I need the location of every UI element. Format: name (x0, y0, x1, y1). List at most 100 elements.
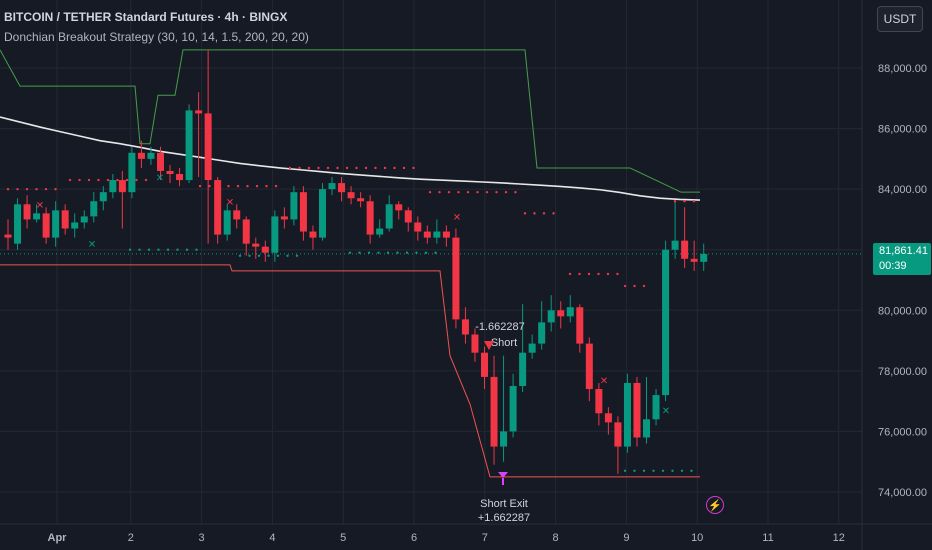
candle-body[interactable] (423, 231, 431, 238)
y-tick-label: 80,000.00 (878, 305, 927, 317)
candle-body[interactable] (671, 240, 679, 250)
candle-body[interactable] (204, 113, 212, 181)
candle-body[interactable] (490, 376, 498, 447)
stop-dot-green (138, 248, 141, 251)
lightning-icon[interactable]: ⚡ (706, 496, 724, 514)
candle-body[interactable] (176, 174, 184, 181)
x-tick-label: 2 (128, 532, 134, 544)
candle-body[interactable] (242, 219, 250, 244)
candle-body[interactable] (280, 216, 288, 220)
candle-body[interactable] (366, 201, 374, 235)
candle-body[interactable] (662, 249, 670, 396)
candle-body[interactable] (328, 183, 336, 190)
stop-dot-red (485, 190, 489, 194)
candle-body[interactable] (652, 395, 660, 420)
candle-body[interactable] (42, 213, 50, 238)
short-exit-label: Short Exit (480, 498, 528, 510)
candle-body[interactable] (14, 204, 22, 244)
candle-body[interactable] (566, 307, 574, 317)
candle-body[interactable] (61, 210, 69, 229)
currency-button[interactable]: USDT (877, 6, 923, 32)
stop-dot-green (690, 469, 693, 472)
stop-dot-red (97, 178, 100, 182)
y-tick-label: 84,000.00 (878, 184, 927, 196)
indicator-label[interactable]: Donchian Breakout Strategy (30, 10, 14, … (4, 30, 309, 44)
candle-body[interactable] (595, 389, 603, 414)
candle-body[interactable] (643, 419, 651, 438)
candle-body[interactable] (90, 201, 98, 217)
candle-body[interactable] (33, 213, 41, 220)
stop-dot-green (633, 469, 636, 472)
candle-body[interactable] (519, 352, 527, 386)
x-tick-label: 8 (553, 532, 559, 544)
candle-body[interactable] (681, 240, 689, 259)
candle-body[interactable] (118, 180, 126, 193)
stop-dot-red (255, 184, 259, 188)
signal-x-marker: ✕ (453, 212, 461, 223)
candle-body[interactable] (404, 210, 412, 223)
candle-body[interactable] (52, 210, 60, 238)
candle-body[interactable] (128, 152, 136, 193)
candle-body[interactable] (633, 382, 641, 438)
candle-body[interactable] (271, 216, 279, 253)
candle-body[interactable] (461, 319, 469, 335)
stop-dot-red (217, 184, 221, 188)
candle-body[interactable] (71, 222, 79, 229)
candle-body[interactable] (318, 189, 326, 238)
candle-body[interactable] (147, 152, 155, 159)
stop-dot-green (415, 251, 418, 254)
candle-body[interactable] (214, 180, 222, 235)
candle-body[interactable] (690, 258, 698, 262)
candle-body[interactable] (500, 431, 508, 447)
candle-body[interactable] (509, 386, 517, 432)
stop-dot-red (393, 166, 396, 170)
candle-body[interactable] (137, 152, 145, 159)
y-tick-label: 86,000.00 (878, 124, 927, 136)
candle-body[interactable] (623, 382, 631, 447)
candle-body[interactable] (233, 210, 241, 220)
candle-body[interactable] (80, 216, 88, 223)
symbol-title: BITCOIN / TETHER Standard Futures · 4h ·… (4, 10, 288, 24)
candle-body[interactable] (299, 192, 307, 232)
candle-body[interactable] (261, 246, 269, 253)
candle-body[interactable] (557, 310, 565, 317)
candle-body[interactable] (442, 231, 450, 238)
candle-body[interactable] (252, 243, 260, 247)
candle-body[interactable] (414, 222, 422, 232)
candle-body[interactable] (614, 422, 622, 447)
candle-body[interactable] (195, 110, 203, 114)
candle-body[interactable] (290, 192, 298, 220)
candle-body[interactable] (109, 180, 117, 193)
candle-body[interactable] (347, 192, 355, 199)
stop-dot-red (374, 166, 377, 170)
candle-body[interactable] (538, 322, 546, 344)
candle-body[interactable] (700, 253, 708, 262)
candle-body[interactable] (4, 234, 12, 238)
candle-body[interactable] (433, 231, 441, 238)
candle-body[interactable] (395, 204, 403, 211)
candle-body[interactable] (338, 183, 346, 193)
candle-body[interactable] (185, 110, 193, 181)
candle-body[interactable] (452, 237, 460, 320)
candle-body[interactable] (585, 343, 593, 390)
candle-body[interactable] (576, 307, 584, 344)
candle-body[interactable] (156, 152, 164, 171)
candle-body[interactable] (23, 204, 31, 220)
candle-body[interactable] (471, 334, 479, 353)
candle-body[interactable] (481, 352, 488, 377)
candle-body[interactable] (309, 231, 317, 238)
y-tick-label: 76,000.00 (878, 426, 927, 438)
candle-body[interactable] (604, 413, 612, 423)
candle-body[interactable] (528, 343, 536, 353)
candle-body[interactable] (166, 170, 174, 174)
stop-dot-green (166, 248, 170, 251)
candle-body[interactable] (547, 310, 555, 323)
candle-body[interactable] (385, 204, 393, 229)
candle-body[interactable] (376, 228, 384, 235)
candle-body[interactable] (99, 192, 107, 202)
candle-body[interactable] (223, 210, 231, 235)
candle-body[interactable] (357, 198, 365, 202)
stop-dot-red (345, 166, 349, 170)
stop-dot-green (128, 248, 132, 251)
